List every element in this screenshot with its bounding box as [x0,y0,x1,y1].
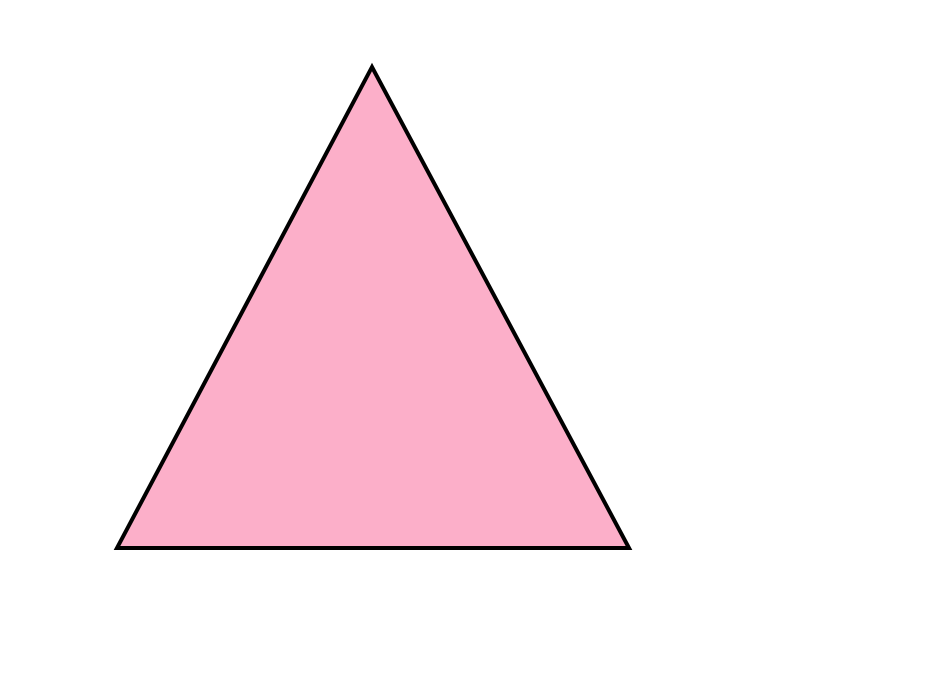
pink-triangle [113,62,633,550]
